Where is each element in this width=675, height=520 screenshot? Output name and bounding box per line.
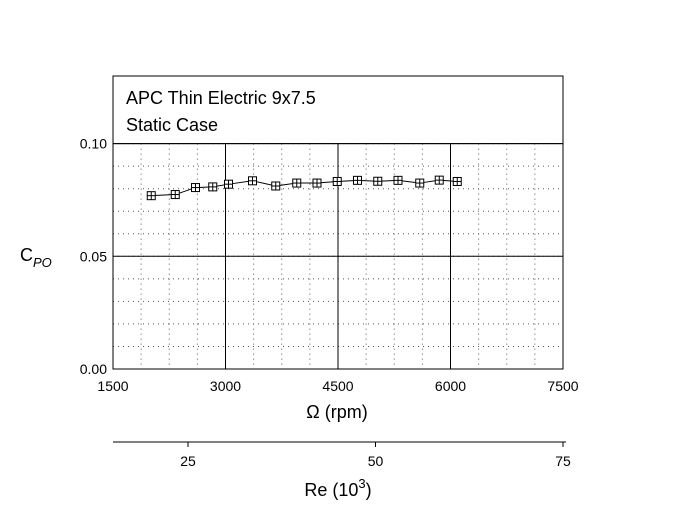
chart-subtitle: Static Case	[126, 115, 218, 135]
secondary-axis-title: Re (103)	[304, 476, 371, 500]
x-tick-label: 6000	[435, 378, 466, 394]
secondary-axis: 25 50 75	[113, 441, 571, 469]
data-point	[312, 178, 322, 188]
y-axis-title-subscript: PO	[33, 255, 52, 270]
secondary-axis-tick-label: 25	[180, 453, 196, 469]
data-point	[292, 178, 302, 188]
x-tick-label: 7500	[547, 378, 578, 394]
y-tick-label: 0.00	[80, 361, 107, 377]
secondary-axis-title-sup: 3	[358, 476, 365, 491]
y-tick-labels: 0.00 0.05 0.10	[80, 136, 107, 377]
data-point	[452, 176, 462, 186]
data-point	[146, 191, 156, 201]
plot-frame	[112, 75, 564, 370]
secondary-axis-title-main: Re (10	[304, 480, 358, 500]
x-axis-title: Ω (rpm)	[306, 402, 367, 422]
data-point	[208, 182, 218, 192]
data-point	[224, 179, 233, 189]
series-line	[151, 179, 458, 197]
data-point	[415, 178, 425, 188]
data-point	[248, 176, 257, 186]
data-point	[393, 175, 403, 185]
y-tick-label: 0.05	[80, 248, 107, 264]
y-axis-title: CPO	[20, 245, 52, 270]
y-tick-label: 0.10	[80, 136, 107, 152]
data-point	[373, 176, 383, 186]
x-tick-labels: 1500 3000 4500 6000 7500	[97, 378, 578, 394]
y-axis-title-main: C	[20, 245, 33, 265]
data-point	[170, 190, 180, 200]
x-tick-label: 3000	[210, 378, 241, 394]
x-tick-label: 1500	[97, 378, 128, 394]
data-point	[191, 183, 200, 193]
x-tick-label: 4500	[322, 378, 353, 394]
series-layer	[146, 175, 462, 201]
secondary-axis-tick-label: 75	[555, 453, 571, 469]
secondary-axis-tick-label: 50	[368, 453, 384, 469]
data-point	[271, 181, 281, 191]
data-point	[353, 175, 362, 185]
data-point	[434, 175, 444, 185]
chart-title: APC Thin Electric 9x7.5	[126, 88, 316, 108]
data-point	[332, 176, 342, 186]
secondary-axis-title-end: )	[366, 480, 372, 500]
